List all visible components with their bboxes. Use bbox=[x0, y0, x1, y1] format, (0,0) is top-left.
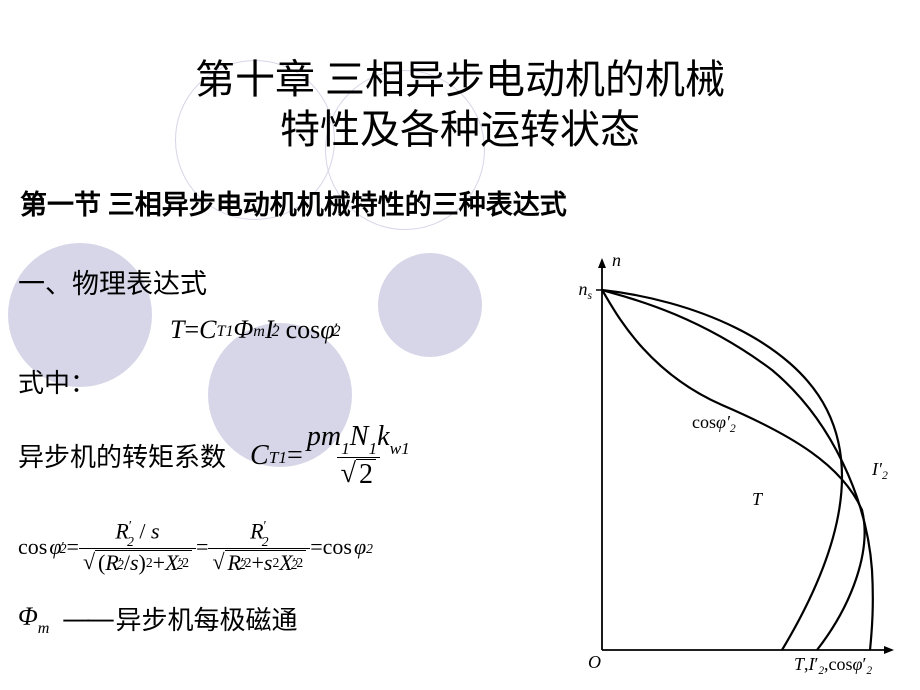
svg-text:I′2: I′2 bbox=[871, 459, 888, 482]
label-flux: 异步机每极磁通 bbox=[115, 600, 297, 637]
svg-text:ns: ns bbox=[578, 279, 592, 302]
svg-text:cosφ′2: cosφ′2 bbox=[692, 412, 736, 435]
svg-text:T: T bbox=[752, 489, 764, 509]
svg-text:T,I′2,cosφ′2: T,I′2,cosφ′2 bbox=[794, 654, 872, 677]
dash: —— bbox=[63, 604, 111, 634]
label-coeff: 异步机的转矩系数 bbox=[18, 437, 226, 474]
characteristic-chart: nsn Ocosφ′2 T I′2 T,I′2,cosφ′2 bbox=[572, 250, 902, 680]
symbol-phi-m: Φm bbox=[18, 602, 49, 636]
title-line2: 特性及各种运转状态 bbox=[0, 105, 920, 155]
svg-text:n: n bbox=[612, 250, 621, 270]
title-line1: 第十章 三相异步电动机的机械 bbox=[0, 55, 920, 105]
section-title: 第一节 三相异步电动机机械特性的三种表达式 bbox=[20, 183, 920, 222]
chapter-title: 第十章 三相异步电动机的机械 特性及各种运转状态 bbox=[0, 0, 920, 155]
equation-coeff: CT1 = pm1N1kw1 √2 bbox=[250, 422, 414, 489]
svg-text:O: O bbox=[588, 652, 601, 672]
